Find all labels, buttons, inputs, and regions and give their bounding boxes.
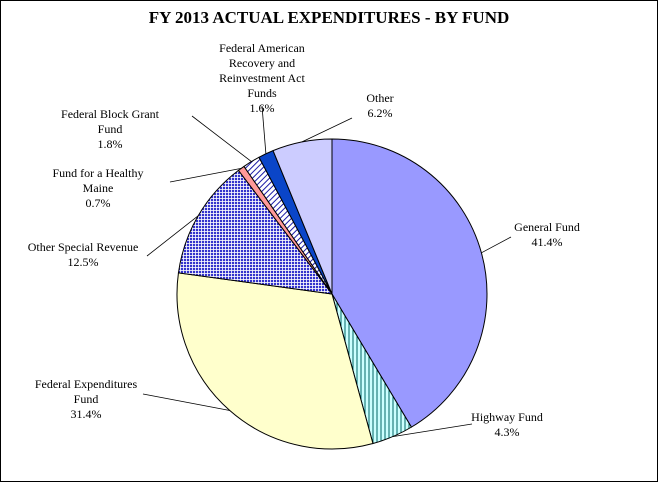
leader-line-1 bbox=[481, 236, 512, 254]
leader-line-2 bbox=[392, 423, 473, 437]
slice-label-4: Other Special Revenue 12.5% bbox=[28, 240, 139, 269]
leader-line-4 bbox=[146, 215, 199, 257]
slice-label-2: Highway Fund 4.3% bbox=[471, 410, 543, 439]
slice-label-6: Federal Block Grant Fund 1.8% bbox=[61, 107, 160, 151]
slice-label-1: General Fund 41.4% bbox=[514, 220, 580, 249]
pie-slice-1 bbox=[331, 138, 488, 428]
slice-labels: General Fund 41.4% Highway Fund 4.3% Federal… bbox=[28, 41, 580, 439]
slice-label-8: Other 6.2% bbox=[366, 91, 393, 120]
leader-lines bbox=[142, 105, 512, 437]
slice-label-7: Federal American Recovery and Reinvestment… bbox=[219, 41, 305, 115]
slice-label-5: Fund for a Healthy Maine 0.7% bbox=[53, 166, 144, 210]
leader-line-3 bbox=[142, 393, 230, 411]
leader-line-5 bbox=[169, 168, 242, 183]
leader-line-8 bbox=[301, 117, 353, 143]
leader-line-6 bbox=[191, 115, 252, 162]
pie-slices bbox=[176, 138, 488, 450]
chart-title: FY 2013 ACTUAL EXPENDITURES - BY FUND bbox=[148, 8, 510, 27]
slice-label-3: Federal Expenditures Fund 31.4% bbox=[35, 377, 138, 421]
leader-line-7 bbox=[261, 105, 267, 154]
pie-slice-8 bbox=[272, 138, 333, 295]
